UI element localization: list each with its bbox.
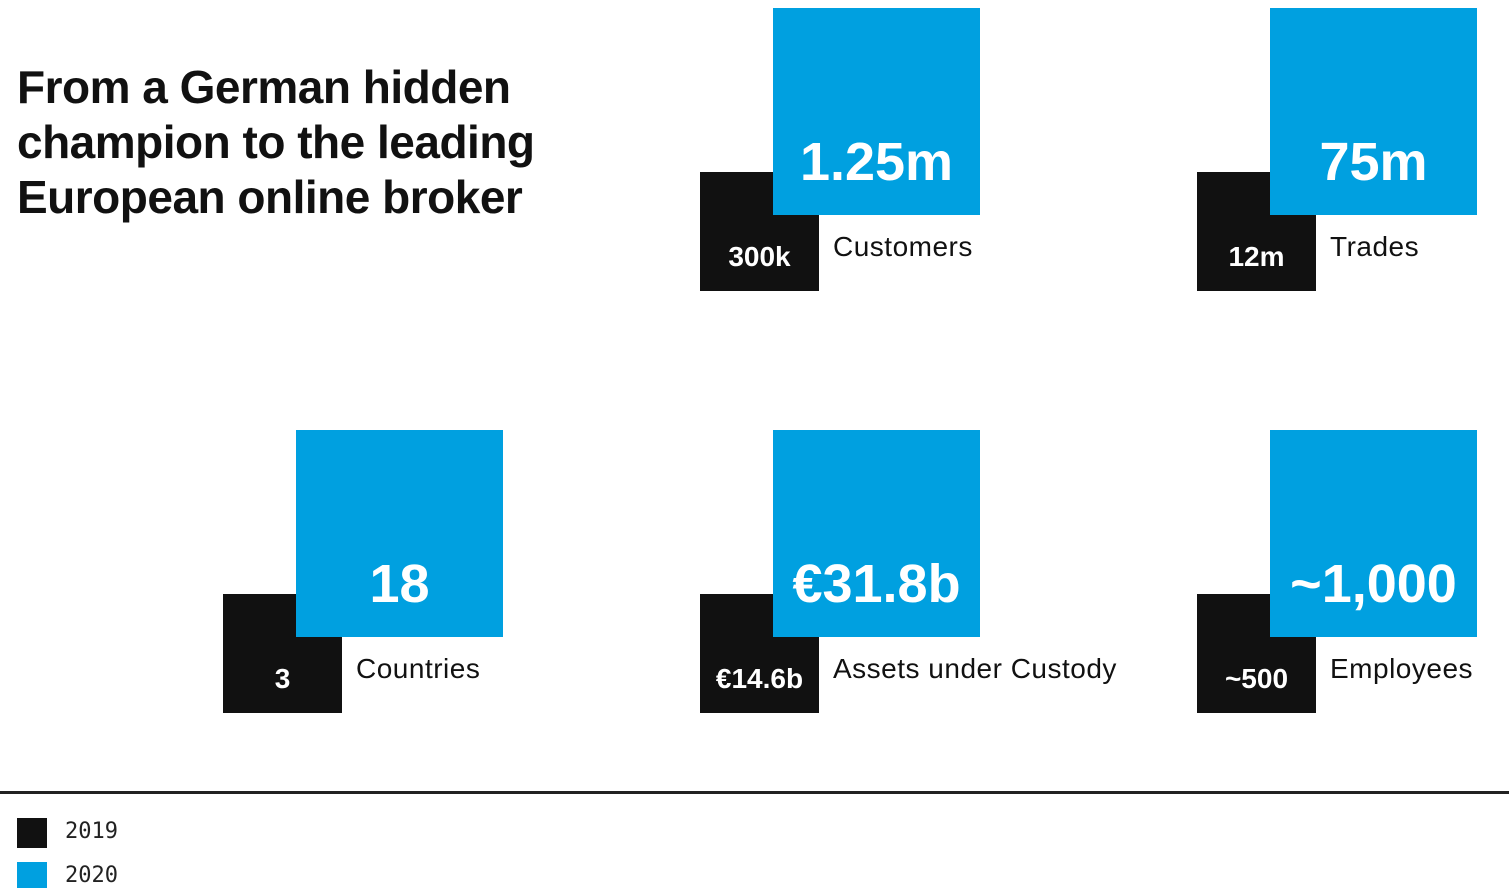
metric-label: Countries: [356, 653, 481, 684]
metric-label: Customers: [833, 231, 973, 262]
legend-swatch: [17, 818, 47, 848]
value-2020: 18: [296, 430, 503, 637]
value-2020: 1.25m: [773, 8, 980, 215]
legend-label: 2020: [65, 863, 118, 888]
metric-label: Trades: [1330, 231, 1420, 262]
legend-label: 2019: [65, 819, 118, 844]
legend-swatch: [17, 862, 47, 888]
metric-label: Assets under Custody: [833, 653, 1117, 684]
title: From a German hidden champion to the lea…: [17, 61, 535, 223]
value-2020: ~1,000: [1270, 430, 1477, 637]
metric-label: Employees: [1330, 653, 1474, 684]
value-2020: €31.8b: [773, 430, 980, 637]
divider: [0, 791, 1509, 794]
value-2020: 75m: [1270, 8, 1477, 215]
